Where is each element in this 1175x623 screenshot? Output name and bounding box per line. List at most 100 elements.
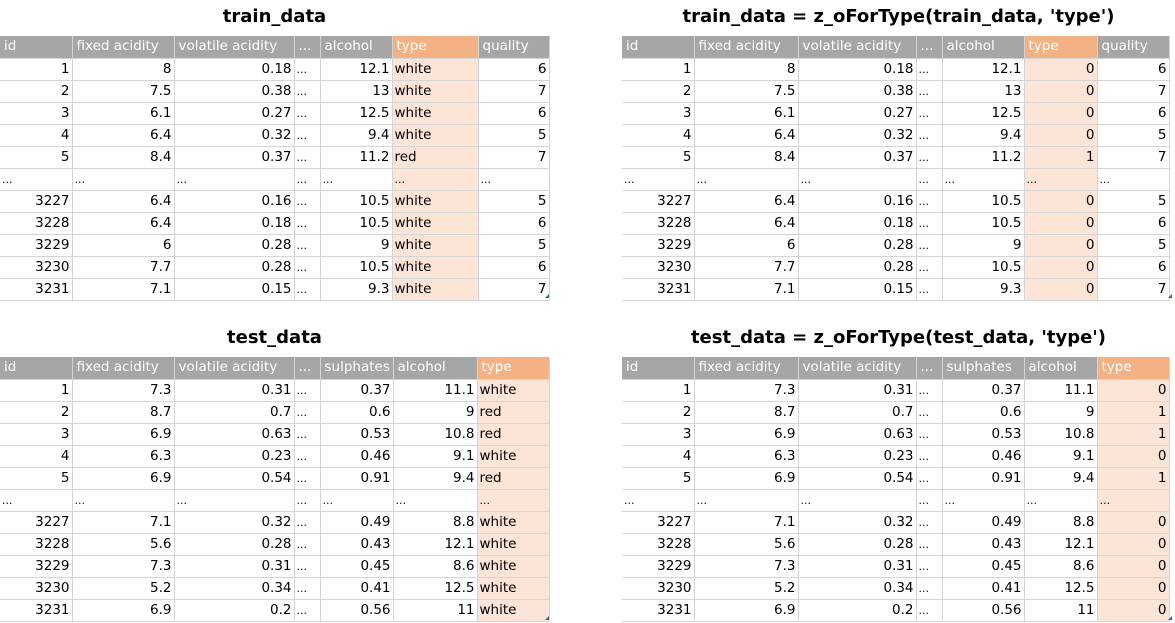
table-cell[interactable]: 5 (1097, 190, 1170, 213)
table-cell[interactable]: 7.1 (694, 278, 799, 301)
table-cell[interactable]: 0.56 (942, 599, 1025, 622)
table-cell[interactable]: 0.56 (320, 599, 394, 622)
table-cell[interactable]: 3227 (622, 190, 695, 213)
table-cell[interactable]: 10.5 (320, 190, 393, 213)
column-header[interactable]: volatile acidity (174, 36, 295, 59)
table-cell[interactable]: 11 (393, 599, 478, 622)
table-cell[interactable]: 12.5 (320, 102, 393, 125)
table-cell[interactable]: 0 (1097, 577, 1170, 600)
selection-handle[interactable] (1168, 616, 1172, 620)
table-cell[interactable]: 8 (694, 58, 799, 81)
column-header[interactable]: ... (916, 357, 943, 380)
selection-handle[interactable] (545, 294, 549, 298)
table-cell[interactable]: 6.4 (694, 212, 799, 235)
table-cell[interactable]: 2 (622, 401, 695, 424)
table-cell[interactable]: 6 (1097, 212, 1170, 235)
column-header[interactable]: volatile acidity (798, 36, 917, 59)
table-cell[interactable]: 0.15 (798, 278, 917, 301)
table-cell[interactable]: 1 (1097, 423, 1170, 446)
table-cell[interactable]: 6.3 (72, 445, 175, 468)
table-cell[interactable]: 0.54 (174, 467, 295, 490)
table-cell[interactable]: ... (294, 190, 321, 213)
table-cell[interactable]: ... (294, 401, 321, 424)
table-cell[interactable]: 6 (478, 256, 550, 279)
table-cell[interactable]: 0 (1024, 102, 1098, 125)
column-header[interactable]: sulphates (942, 357, 1025, 380)
table-cell[interactable]: ... (798, 489, 917, 512)
table-cell[interactable]: 0 (1024, 278, 1098, 301)
table-cell[interactable]: ... (1097, 168, 1170, 191)
table-cell[interactable]: 0.28 (798, 256, 917, 279)
table-cell[interactable]: 10.5 (942, 256, 1025, 279)
table-cell[interactable]: ... (0, 489, 73, 512)
table-cell[interactable]: 0.41 (942, 577, 1025, 600)
table-cell[interactable]: ... (294, 278, 321, 301)
table-cell[interactable]: 0.63 (174, 423, 295, 446)
table-cell[interactable]: 10.5 (320, 256, 393, 279)
table-cell[interactable]: white (477, 599, 550, 622)
table-cell[interactable]: 0.23 (798, 445, 917, 468)
table-cell[interactable]: 1 (1097, 401, 1170, 424)
table-cell[interactable]: 5.2 (72, 577, 175, 600)
table-cell[interactable]: 5 (478, 234, 550, 257)
table-cell[interactable]: 3229 (0, 555, 73, 578)
table-cell[interactable]: ... (798, 168, 917, 191)
table-cell[interactable]: 11.2 (942, 146, 1025, 169)
table-cell[interactable]: 0 (1024, 80, 1098, 103)
table-cell[interactable]: ... (72, 168, 175, 191)
table-cell[interactable]: ... (174, 489, 295, 512)
table-cell[interactable]: 0.31 (798, 555, 917, 578)
table-cell[interactable]: ... (916, 577, 943, 600)
table-cell[interactable]: ... (392, 168, 479, 191)
table-cell[interactable]: 12.1 (1024, 533, 1098, 556)
table-cell[interactable]: ... (294, 80, 321, 103)
column-header[interactable]: fixed acidity (72, 36, 175, 59)
table-cell[interactable]: white (392, 234, 479, 257)
table-cell[interactable]: white (477, 577, 550, 600)
table-cell[interactable]: 0.32 (174, 511, 295, 534)
table-cell[interactable]: ... (916, 190, 943, 213)
table-cell[interactable]: ... (1024, 489, 1098, 512)
table-cell[interactable]: 9.4 (1024, 467, 1098, 490)
table-cell[interactable]: ... (916, 423, 943, 446)
table-cell[interactable]: 6.9 (72, 599, 175, 622)
table-cell[interactable]: 10.5 (320, 212, 393, 235)
table-cell[interactable]: ... (294, 256, 321, 279)
table-cell[interactable]: 6.1 (694, 102, 799, 125)
table-cell[interactable]: ... (294, 168, 321, 191)
table-cell[interactable]: 8.4 (694, 146, 799, 169)
table-cell[interactable]: ... (320, 489, 394, 512)
column-header[interactable]: quality (1097, 36, 1170, 59)
table-cell[interactable]: ... (294, 511, 321, 534)
table-cell[interactable]: 7.5 (72, 80, 175, 103)
table-cell[interactable]: 0 (1097, 533, 1170, 556)
table-cell[interactable]: 8.8 (393, 511, 478, 534)
table-cell[interactable]: 0.31 (798, 379, 917, 402)
table-cell[interactable]: ... (694, 168, 799, 191)
table-cell[interactable]: 0.49 (320, 511, 394, 534)
table-cell[interactable]: 0 (1024, 58, 1098, 81)
table-cell[interactable]: 9 (320, 234, 393, 257)
column-header[interactable]: id (622, 36, 695, 59)
selection-handle[interactable] (1168, 294, 1172, 298)
table-cell[interactable]: 0 (1024, 234, 1098, 257)
table-cell[interactable]: ... (916, 58, 943, 81)
table-cell[interactable]: 4 (622, 445, 695, 468)
table-cell[interactable]: white (392, 190, 479, 213)
table-cell[interactable]: 12.5 (942, 102, 1025, 125)
table-cell[interactable]: 0.23 (174, 445, 295, 468)
table-cell[interactable]: 7.3 (694, 555, 799, 578)
table-cell[interactable]: ... (294, 234, 321, 257)
table-cell[interactable]: 7 (478, 278, 550, 301)
table-cell[interactable]: 0.28 (798, 533, 917, 556)
table-cell[interactable]: 0 (1097, 555, 1170, 578)
table-cell[interactable]: 12.1 (393, 533, 478, 556)
table-cell[interactable]: ... (622, 489, 695, 512)
table-cell[interactable]: ... (916, 379, 943, 402)
table-cell[interactable]: 5 (0, 146, 73, 169)
table-cell[interactable]: ... (72, 489, 175, 512)
column-header[interactable]: alcohol (1024, 357, 1098, 380)
column-header[interactable]: fixed acidity (694, 357, 799, 380)
table-cell[interactable]: ... (916, 256, 943, 279)
selection-handle[interactable] (545, 616, 549, 620)
